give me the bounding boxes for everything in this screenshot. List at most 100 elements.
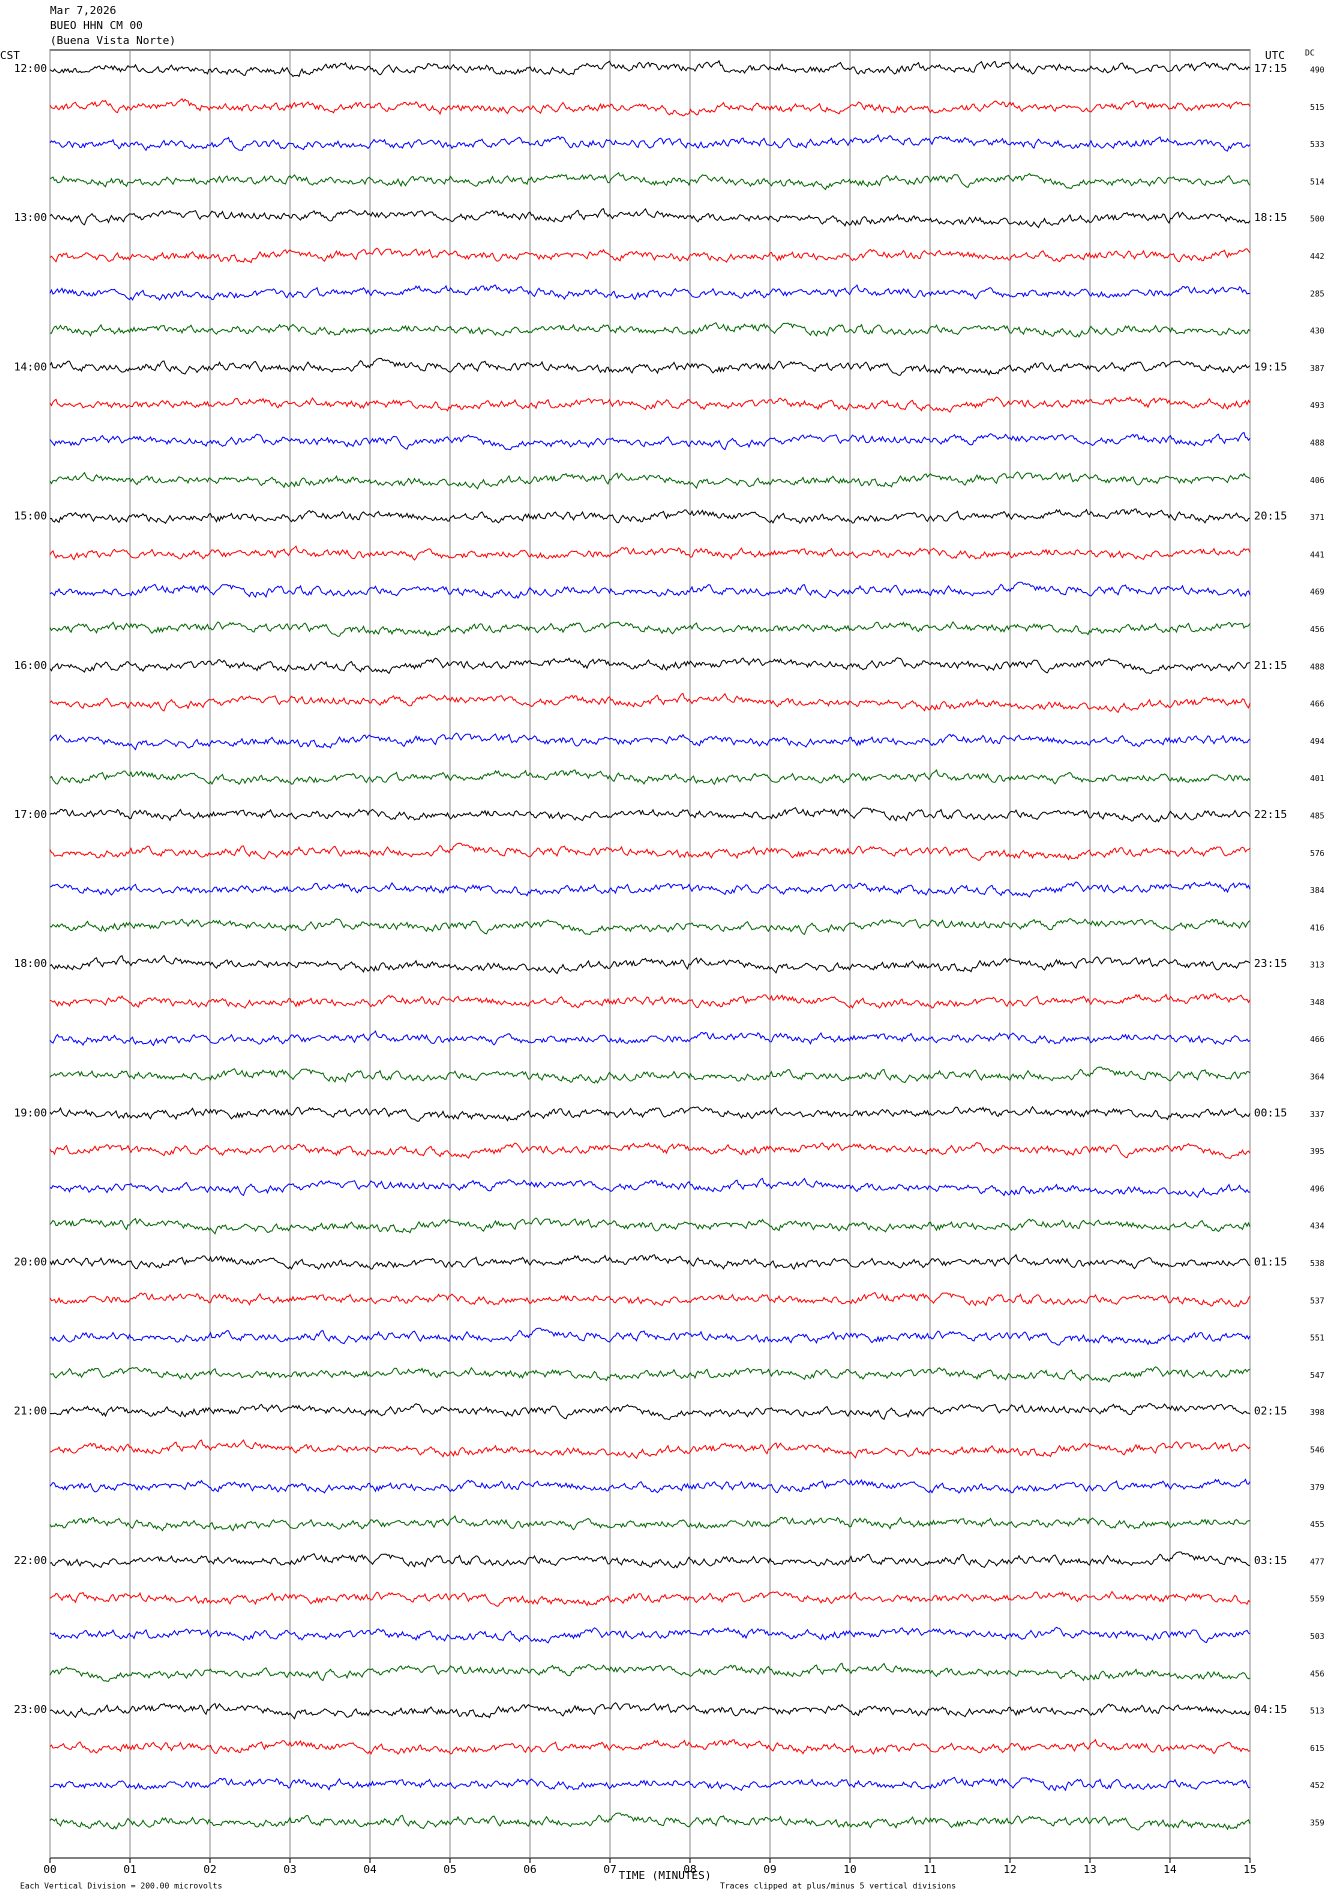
utc-time: 03:15 [1254,1554,1287,1567]
dc-value: 514 [1310,177,1325,186]
trace [49,134,1251,152]
trace [49,431,1251,451]
dc-value: 456 [1310,625,1325,634]
trace [49,207,1251,229]
dc-value: 551 [1310,1334,1325,1343]
left-axis-label: CST [0,49,20,62]
trace [49,581,1251,599]
trace [49,172,1251,191]
trace [49,1551,1251,1569]
dc-value: 496 [1310,1184,1325,1193]
dc-value: 337 [1310,1110,1325,1119]
x-tick-label: 08 [683,1863,696,1876]
dc-value: 452 [1310,1781,1325,1790]
x-tick-label: 09 [763,1863,776,1876]
utc-time: 18:15 [1254,211,1287,224]
cst-time: 21:00 [14,1405,47,1418]
utc-time: 22:15 [1254,808,1287,821]
trace [49,1066,1251,1084]
trace [49,993,1251,1009]
dc-value: 434 [1310,1222,1325,1231]
dc-value: 538 [1310,1259,1325,1268]
dc-value: 488 [1310,662,1325,671]
dc-value: 488 [1310,438,1325,447]
trace [49,1217,1251,1235]
dc-label: DC [1305,49,1315,58]
dc-value: 537 [1310,1296,1325,1305]
cst-time: 22:00 [14,1554,47,1567]
dc-value: 348 [1310,998,1325,1007]
utc-time: 02:15 [1254,1405,1287,1418]
dc-value: 395 [1310,1147,1325,1156]
trace [49,1776,1250,1792]
dc-value: 384 [1310,886,1325,895]
cst-time: 23:00 [14,1703,47,1716]
x-tick-label: 14 [1163,1863,1177,1876]
cst-time: 12:00 [14,62,47,75]
dc-value: 533 [1310,140,1325,149]
trace [49,954,1251,975]
right-axis-label: UTC [1265,49,1285,62]
trace [49,1590,1251,1607]
x-tick-label: 13 [1083,1863,1096,1876]
trace [49,471,1251,490]
trace [49,322,1251,338]
dc-value: 285 [1310,289,1325,298]
dc-value: 485 [1310,811,1325,820]
trace [49,1626,1251,1644]
dc-value: 500 [1310,215,1325,224]
dc-value: 615 [1310,1744,1325,1753]
cst-time: 16:00 [14,659,47,672]
trace [49,1812,1251,1831]
trace [49,880,1251,898]
dc-value: 490 [1310,66,1325,75]
x-tick-label: 12 [1003,1863,1016,1876]
trace [49,396,1251,413]
x-tick-label: 04 [363,1863,377,1876]
title-date: Mar 7,2026 [50,4,116,17]
trace [49,1366,1251,1383]
trace [49,1141,1251,1159]
dc-value: 466 [1310,1035,1325,1044]
cst-time: 20:00 [14,1256,47,1269]
utc-time: 17:15 [1254,62,1287,75]
trace [49,284,1251,301]
dc-value: 359 [1310,1819,1325,1828]
dc-value: 387 [1310,364,1325,373]
dc-value: 546 [1310,1446,1325,1455]
trace [49,692,1251,714]
trace [49,1291,1251,1308]
trace [49,59,1251,78]
dc-value: 466 [1310,700,1325,709]
trace [49,1105,1251,1122]
trace [49,807,1251,823]
dc-value: 364 [1310,1073,1325,1082]
dc-value: 401 [1310,774,1325,783]
x-tick-label: 01 [123,1863,136,1876]
x-tick-label: 06 [523,1863,536,1876]
dc-value: 477 [1310,1557,1325,1566]
cst-time: 14:00 [14,360,47,373]
trace [49,842,1251,861]
trace [49,545,1251,561]
dc-value: 430 [1310,327,1325,336]
trace [49,1253,1251,1271]
cst-time: 13:00 [14,211,47,224]
utc-time: 21:15 [1254,659,1287,672]
utc-time: 23:15 [1254,957,1287,970]
trace [49,1030,1251,1047]
trace [49,1515,1251,1532]
footer-right: Traces clipped at plus/minus 5 vertical … [720,1882,956,1891]
utc-time: 01:15 [1254,1256,1287,1269]
dc-value: 441 [1310,550,1325,559]
dc-value: 469 [1310,588,1325,597]
trace [49,1702,1251,1720]
dc-value: 494 [1310,737,1325,746]
dc-value: 576 [1310,849,1325,858]
x-tick-label: 10 [843,1863,856,1876]
cst-time: 19:00 [14,1106,47,1119]
cst-time: 18:00 [14,957,47,970]
trace [49,918,1251,936]
trace [49,1738,1251,1755]
dc-value: 493 [1310,401,1325,410]
